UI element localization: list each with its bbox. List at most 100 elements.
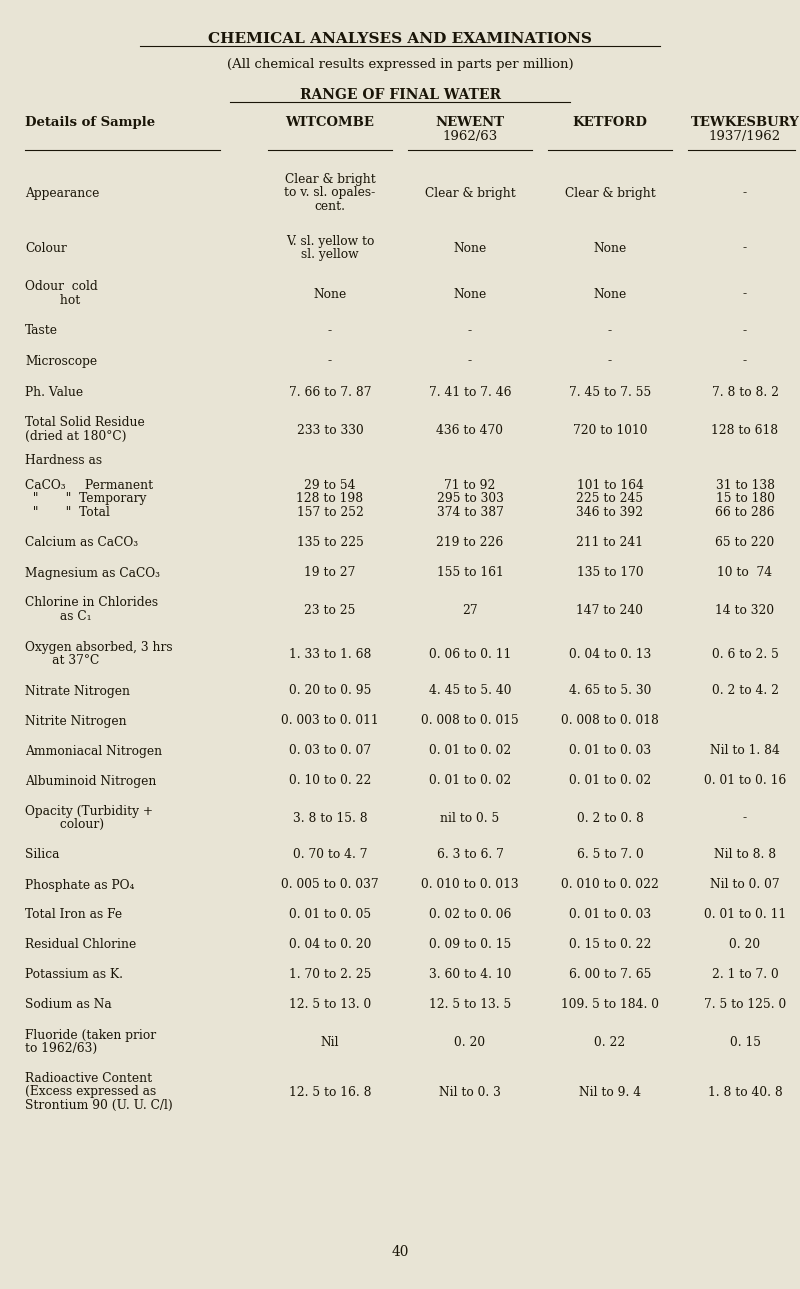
Text: None: None (454, 287, 486, 300)
Text: Nil to 8. 8: Nil to 8. 8 (714, 848, 776, 861)
Text: Ammoniacal Nitrogen: Ammoniacal Nitrogen (25, 745, 162, 758)
Text: Oxygen absorbed, 3 hrs: Oxygen absorbed, 3 hrs (25, 641, 173, 654)
Text: 0. 10 to 0. 22: 0. 10 to 0. 22 (289, 775, 371, 788)
Text: -: - (743, 354, 747, 367)
Text: Albuminoid Nitrogen: Albuminoid Nitrogen (25, 775, 156, 788)
Text: as C₁: as C₁ (25, 610, 91, 623)
Text: 27: 27 (462, 603, 478, 616)
Text: 0. 01 to 0. 11: 0. 01 to 0. 11 (704, 909, 786, 922)
Text: Chlorine in Chlorides: Chlorine in Chlorides (25, 597, 158, 610)
Text: 0. 008 to 0. 015: 0. 008 to 0. 015 (421, 714, 519, 727)
Text: 7. 5 to 125. 0: 7. 5 to 125. 0 (704, 999, 786, 1012)
Text: cent.: cent. (314, 200, 346, 213)
Text: 1962/63: 1962/63 (442, 130, 498, 143)
Text: 346 to 392: 346 to 392 (577, 505, 643, 518)
Text: 0. 15: 0. 15 (730, 1035, 761, 1048)
Text: 147 to 240: 147 to 240 (577, 603, 643, 616)
Text: Radioactive Content: Radioactive Content (25, 1071, 152, 1085)
Text: None: None (454, 241, 486, 254)
Text: 0. 01 to 0. 02: 0. 01 to 0. 02 (569, 775, 651, 788)
Text: Appearance: Appearance (25, 187, 99, 200)
Text: 4. 65 to 5. 30: 4. 65 to 5. 30 (569, 684, 651, 697)
Text: Nil to 0. 07: Nil to 0. 07 (710, 879, 780, 892)
Text: 157 to 252: 157 to 252 (297, 505, 363, 518)
Text: 7. 41 to 7. 46: 7. 41 to 7. 46 (429, 385, 511, 398)
Text: Nil to 1. 84: Nil to 1. 84 (710, 745, 780, 758)
Text: RANGE OF FINAL WATER: RANGE OF FINAL WATER (299, 88, 501, 102)
Text: 6. 3 to 6. 7: 6. 3 to 6. 7 (437, 848, 503, 861)
Text: None: None (314, 287, 346, 300)
Text: 19 to 27: 19 to 27 (304, 566, 356, 580)
Text: 0. 20 to 0. 95: 0. 20 to 0. 95 (289, 684, 371, 697)
Text: Colour: Colour (25, 241, 66, 254)
Text: 0. 70 to 4. 7: 0. 70 to 4. 7 (293, 848, 367, 861)
Text: 2. 1 to 7. 0: 2. 1 to 7. 0 (712, 968, 778, 981)
Text: 128 to 618: 128 to 618 (711, 424, 778, 437)
Text: 225 to 245: 225 to 245 (577, 492, 643, 505)
Text: 109. 5 to 184. 0: 109. 5 to 184. 0 (561, 999, 659, 1012)
Text: 29 to 54: 29 to 54 (304, 478, 356, 491)
Text: 65 to 220: 65 to 220 (715, 536, 774, 549)
Text: -: - (328, 354, 332, 367)
Text: colour): colour) (25, 819, 104, 831)
Text: Opacity (Turbidity +: Opacity (Turbidity + (25, 804, 153, 817)
Text: Fluoride (taken prior: Fluoride (taken prior (25, 1029, 156, 1042)
Text: Total Solid Residue: Total Solid Residue (25, 416, 145, 429)
Text: 0. 010 to 0. 013: 0. 010 to 0. 013 (421, 879, 519, 892)
Text: -: - (468, 325, 472, 338)
Text: 219 to 226: 219 to 226 (436, 536, 504, 549)
Text: 374 to 387: 374 to 387 (437, 505, 503, 518)
Text: 135 to 225: 135 to 225 (297, 536, 363, 549)
Text: -: - (328, 325, 332, 338)
Text: 7. 66 to 7. 87: 7. 66 to 7. 87 (289, 385, 371, 398)
Text: (dried at 180°C): (dried at 180°C) (25, 431, 126, 443)
Text: 31 to 138: 31 to 138 (715, 478, 774, 491)
Text: CaCO₃     Permanent: CaCO₃ Permanent (25, 478, 153, 491)
Text: 7. 8 to 8. 2: 7. 8 to 8. 2 (711, 385, 778, 398)
Text: 15 to 180: 15 to 180 (715, 492, 774, 505)
Text: 0. 04 to 0. 13: 0. 04 to 0. 13 (569, 647, 651, 660)
Text: 14 to 320: 14 to 320 (715, 603, 774, 616)
Text: 233 to 330: 233 to 330 (297, 424, 363, 437)
Text: 0. 06 to 0. 11: 0. 06 to 0. 11 (429, 647, 511, 660)
Text: Nitrite Nitrogen: Nitrite Nitrogen (25, 714, 126, 727)
Text: 3. 60 to 4. 10: 3. 60 to 4. 10 (429, 968, 511, 981)
Text: 0. 01 to 0. 03: 0. 01 to 0. 03 (569, 909, 651, 922)
Text: Clear & bright: Clear & bright (285, 173, 375, 186)
Text: 0. 01 to 0. 05: 0. 01 to 0. 05 (289, 909, 371, 922)
Text: 12. 5 to 13. 0: 12. 5 to 13. 0 (289, 999, 371, 1012)
Text: 10 to  74: 10 to 74 (718, 566, 773, 580)
Text: -: - (608, 354, 612, 367)
Text: Residual Chlorine: Residual Chlorine (25, 938, 136, 951)
Text: 23 to 25: 23 to 25 (304, 603, 356, 616)
Text: None: None (594, 287, 626, 300)
Text: 12. 5 to 16. 8: 12. 5 to 16. 8 (289, 1085, 371, 1098)
Text: 135 to 170: 135 to 170 (577, 566, 643, 580)
Text: Nil: Nil (321, 1035, 339, 1048)
Text: to 1962/63): to 1962/63) (25, 1042, 98, 1054)
Text: 0. 2 to 4. 2: 0. 2 to 4. 2 (711, 684, 778, 697)
Text: 1. 70 to 2. 25: 1. 70 to 2. 25 (289, 968, 371, 981)
Text: 0. 02 to 0. 06: 0. 02 to 0. 06 (429, 909, 511, 922)
Text: -: - (743, 187, 747, 200)
Text: at 37°C: at 37°C (25, 654, 99, 666)
Text: 0. 01 to 0. 02: 0. 01 to 0. 02 (429, 775, 511, 788)
Text: Silica: Silica (25, 848, 59, 861)
Text: 0. 01 to 0. 03: 0. 01 to 0. 03 (569, 745, 651, 758)
Text: 720 to 1010: 720 to 1010 (573, 424, 647, 437)
Text: "       "  Temporary: " " Temporary (25, 492, 146, 505)
Text: Microscope: Microscope (25, 354, 97, 367)
Text: (All chemical results expressed in parts per million): (All chemical results expressed in parts… (226, 58, 574, 71)
Text: -: - (743, 287, 747, 300)
Text: 3. 8 to 15. 8: 3. 8 to 15. 8 (293, 812, 367, 825)
Text: Nil to 0. 3: Nil to 0. 3 (439, 1085, 501, 1098)
Text: 0. 22: 0. 22 (594, 1035, 626, 1048)
Text: Nitrate Nitrogen: Nitrate Nitrogen (25, 684, 130, 697)
Text: to v. sl. opales-: to v. sl. opales- (284, 186, 376, 200)
Text: Odour  cold: Odour cold (25, 281, 98, 294)
Text: 0. 01 to 0. 16: 0. 01 to 0. 16 (704, 775, 786, 788)
Text: CHEMICAL ANALYSES AND EXAMINATIONS: CHEMICAL ANALYSES AND EXAMINATIONS (208, 32, 592, 46)
Text: "       "  Total: " " Total (25, 505, 110, 518)
Text: 0. 003 to 0. 011: 0. 003 to 0. 011 (281, 714, 379, 727)
Text: Phosphate as PO₄: Phosphate as PO₄ (25, 879, 134, 892)
